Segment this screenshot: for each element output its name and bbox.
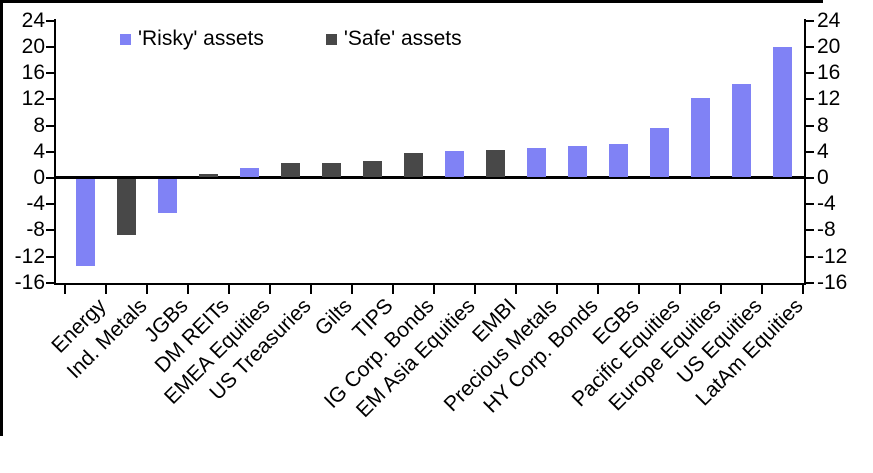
y-tick-left <box>46 124 54 127</box>
bar-egbs <box>609 144 628 177</box>
legend: 'Risky' assets 'Safe' assets <box>120 27 462 51</box>
y-axis-label-right: -4 <box>817 192 836 216</box>
legend-label-risky: 'Risky' assets <box>138 27 264 50</box>
bar-us-treasuries <box>281 163 300 177</box>
y-axis-label-right: 0 <box>817 166 829 189</box>
y-tick-left <box>46 46 54 48</box>
x-tick <box>720 285 722 294</box>
y-tick-left <box>46 72 54 75</box>
risky-swatch-icon <box>120 33 131 45</box>
x-tick <box>761 285 763 294</box>
y-axis-label-right: -12 <box>817 244 848 268</box>
x-tick <box>556 285 558 294</box>
bar-jgbs <box>158 179 177 213</box>
x-axis-bottom-line <box>54 283 806 285</box>
y-tick-left <box>46 19 54 22</box>
x-tick <box>228 285 230 294</box>
bar-embi <box>486 150 505 177</box>
y-axis-label-left: -16 <box>14 270 45 294</box>
x-tick <box>515 285 517 294</box>
y-tick-left <box>46 255 54 258</box>
x-tick <box>269 285 271 294</box>
chart-border-left <box>0 0 3 436</box>
y-tick-right <box>806 150 814 153</box>
y-axis-label-left: 12 <box>21 87 45 111</box>
bar-latam-equities <box>773 47 792 177</box>
x-tick <box>146 285 148 294</box>
y-tick-right <box>806 72 814 75</box>
bar-us-equities <box>732 83 751 177</box>
x-tick <box>679 285 681 294</box>
y-axis-label-left: 8 <box>33 113 45 137</box>
bar-em-asia-equities <box>445 151 464 177</box>
y-axis-label-right: -16 <box>817 270 848 294</box>
y-axis-label-left: 24 <box>21 8 45 32</box>
bar-tips <box>363 161 382 177</box>
y-tick-right <box>806 46 814 48</box>
bar-europe-equities <box>691 97 710 177</box>
y-axis-label-right: -8 <box>817 218 836 242</box>
x-tick <box>433 285 435 294</box>
bar-emea-equities <box>240 167 259 177</box>
x-tick <box>802 285 804 294</box>
bar-precious-metals <box>527 148 546 177</box>
x-tick <box>64 285 66 294</box>
y-axis-label-right: 4 <box>817 139 829 163</box>
x-tick <box>597 285 599 294</box>
safe-swatch-icon <box>325 33 337 45</box>
y-tick-right <box>806 177 814 179</box>
y-tick-left <box>46 281 54 284</box>
y-axis-label-left: -4 <box>26 192 45 216</box>
x-tick <box>310 285 312 294</box>
bar-pacific-equities <box>650 127 669 177</box>
x-tick <box>187 285 189 294</box>
y-axis-left-line <box>54 19 56 285</box>
y-tick-right <box>806 281 814 284</box>
y-axis-label-left: 20 <box>21 35 45 58</box>
x-tick <box>351 285 353 294</box>
y-tick-left <box>46 177 54 179</box>
legend-item-safe: 'Safe' assets <box>325 27 462 51</box>
bar-dm-reits <box>199 174 218 177</box>
x-tick <box>392 285 394 294</box>
legend-label-safe: 'Safe' assets <box>343 27 462 50</box>
y-axis-label-left: -12 <box>14 244 45 268</box>
bar-hy-corp-bonds <box>568 146 587 177</box>
y-axis-label-right: 20 <box>817 35 841 58</box>
y-tick-left <box>46 98 54 101</box>
y-tick-right <box>806 255 814 258</box>
x-tick <box>638 285 640 294</box>
y-tick-right <box>806 229 814 232</box>
y-tick-right <box>806 19 814 22</box>
y-axis-label-left: -8 <box>26 218 45 242</box>
y-axis-label-left: 4 <box>33 139 45 163</box>
y-axis-label-right: 8 <box>817 113 829 137</box>
y-tick-right <box>806 124 814 127</box>
y-axis-label-left: 16 <box>21 61 45 85</box>
y-axis-right-line <box>804 19 806 285</box>
x-tick <box>105 285 107 294</box>
bar-ig-corp-bonds <box>404 152 423 177</box>
bar-energy <box>76 179 95 266</box>
chart-border-top <box>0 0 823 3</box>
y-tick-left <box>46 203 54 206</box>
bar-gilts <box>322 163 341 177</box>
y-tick-left <box>46 229 54 232</box>
x-tick <box>474 285 476 294</box>
zero-line <box>56 176 804 179</box>
y-axis-label-right: 12 <box>817 87 841 111</box>
bar-chart: 'Risky' assets 'Safe' assets 24 24 20 20 16 1… <box>0 0 848 436</box>
y-tick-right <box>806 98 814 101</box>
y-tick-right <box>806 203 814 206</box>
bar-ind-metals <box>117 179 136 235</box>
y-axis-label-right: 24 <box>817 8 841 32</box>
legend-item-risky: 'Risky' assets <box>120 27 264 51</box>
y-tick-left <box>46 150 54 153</box>
y-axis-label-right: 16 <box>817 61 841 85</box>
y-axis-label-left: 0 <box>33 166 45 189</box>
